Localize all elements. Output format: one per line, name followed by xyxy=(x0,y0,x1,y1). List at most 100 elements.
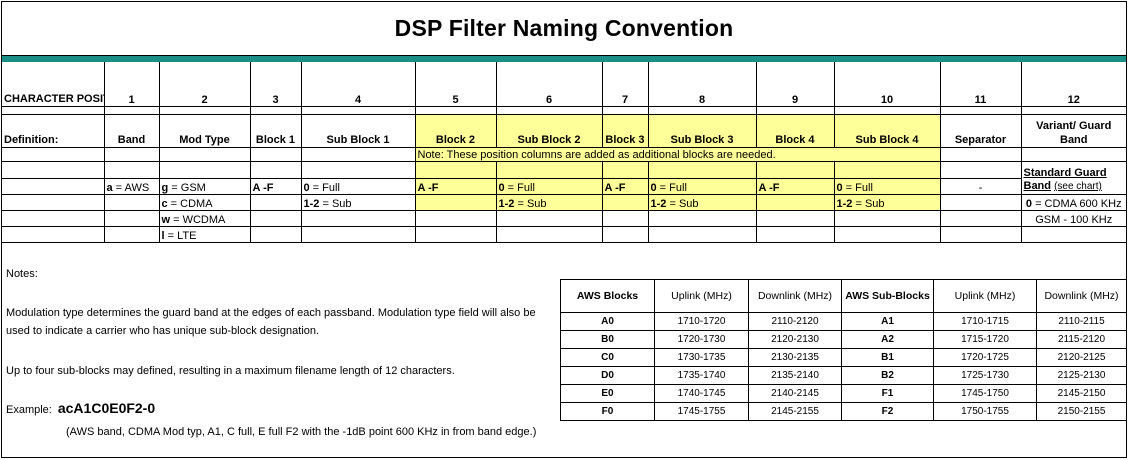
sub-block-1-sub: 1-2 = Sub xyxy=(300,194,416,211)
aws-block: A0 xyxy=(560,312,655,331)
values-row-1: a = AWS g = GSM A -F 0 = Full A -F 0 = F… xyxy=(2,178,1126,195)
aws-sub-uplink: 1710-1715 xyxy=(933,312,1037,331)
page-title: DSP Filter Naming Convention xyxy=(2,2,1126,56)
aws-header-sub-downlink: Downlink (MHz) xyxy=(1036,279,1126,313)
position-8: 8 xyxy=(647,62,757,107)
def-sub-block-1: Sub Block 1 xyxy=(300,114,416,148)
aws-sub-uplink: 1745-1750 xyxy=(933,384,1037,403)
guard-band-heading: Standard Guard Band (see chart) xyxy=(1020,161,1126,195)
block-2-value: A -F xyxy=(414,178,497,195)
see-chart-link[interactable]: (see chart) xyxy=(1054,181,1102,192)
sub-block-2-sub: 1-2 = Sub xyxy=(495,194,603,211)
aws-sub-block: B2 xyxy=(841,366,934,385)
notes-heading: Notes: xyxy=(6,268,38,280)
table-row: F0 1745-1755 2145-2155 F2 1750-1755 2150… xyxy=(560,402,1126,421)
aws-sub-downlink: 2125-2130 xyxy=(1036,366,1126,385)
def-block-1: Block 1 xyxy=(249,114,302,148)
aws-sub-block: A2 xyxy=(841,330,934,349)
def-block-4: Block 4 xyxy=(755,114,835,148)
table-row: D0 1735-1740 2135-2140 B2 1725-1730 2125… xyxy=(560,366,1126,385)
aws-block: C0 xyxy=(560,348,655,367)
aws-uplink: 1740-1745 xyxy=(654,384,749,403)
position-2: 2 xyxy=(158,62,251,107)
table-row: C0 1730-1735 2130-2135 B1 1720-1725 2120… xyxy=(560,348,1126,367)
definition-row: Definition: Band Mod Type Block 1 Sub Bl… xyxy=(2,114,1126,148)
aws-downlink: 2130-2135 xyxy=(748,348,842,367)
def-sub-block-4: Sub Block 4 xyxy=(833,114,941,148)
block-4-value: A -F xyxy=(755,178,835,195)
position-11: 11 xyxy=(939,62,1022,107)
def-mod-type: Mod Type xyxy=(158,114,251,148)
separator-value: - xyxy=(939,178,1021,195)
block-1-value: A -F xyxy=(249,178,302,195)
aws-header-sub-uplink: Uplink (MHz) xyxy=(933,279,1037,313)
aws-block: B0 xyxy=(560,330,655,349)
aws-sub-downlink: 2150-2155 xyxy=(1036,402,1126,421)
aws-header-uplink: Uplink (MHz) xyxy=(654,279,749,313)
mod-gsm: g = GSM xyxy=(158,178,251,195)
aws-sub-uplink: 1725-1730 xyxy=(933,366,1037,385)
table-row: A0 1710-1720 2110-2120 A1 1710-1715 2110… xyxy=(560,312,1126,331)
def-variant-guard-band: Variant/ Guard Band xyxy=(1020,114,1126,148)
aws-sub-downlink: 2145-2150 xyxy=(1036,384,1126,403)
position-10: 10 xyxy=(833,62,941,107)
position-6: 6 xyxy=(495,62,603,107)
aws-header-row: AWS Blocks Uplink (MHz) Downlink (MHz) A… xyxy=(560,279,1126,313)
sub-block-4-full: 0 = Full xyxy=(833,178,941,195)
gap-row: Standard Guard Band (see chart) xyxy=(2,161,1126,195)
def-block-3: Block 3 xyxy=(601,114,649,148)
position-label: CHARACTER POSITION: xyxy=(2,62,105,107)
sub-block-4-sub: 1-2 = Sub xyxy=(833,194,941,211)
notes-line-1: Modulation type determines the guard ban… xyxy=(6,307,536,319)
aws-uplink: 1720-1730 xyxy=(654,330,749,349)
position-1: 1 xyxy=(103,62,160,107)
example-label: Example: xyxy=(6,404,52,416)
position-4: 4 xyxy=(300,62,416,107)
spacer-row xyxy=(2,106,1126,115)
sub-block-3-full: 0 = Full xyxy=(647,178,757,195)
mod-lte: l = LTE xyxy=(158,226,251,243)
example-code: acA1C0E0F2-0 xyxy=(57,400,156,416)
position-12: 12 xyxy=(1020,62,1126,107)
def-separator: Separator xyxy=(939,114,1022,148)
aws-header-sub-blocks: AWS Sub-Blocks xyxy=(841,279,934,313)
example-description: (AWS band, CDMA Mod typ, A1, C full, E f… xyxy=(66,426,537,438)
standard-guard-band-title: Standard Guard Band xyxy=(1023,167,1107,192)
guard-gsm: GSM - 100 KHz xyxy=(1020,210,1126,227)
sub-block-2-full: 0 = Full xyxy=(495,178,603,195)
added-columns-note: Note: These position columns are added a… xyxy=(414,147,941,162)
aws-sub-uplink: 1720-1725 xyxy=(933,348,1037,367)
position-row: CHARACTER POSITION: 1 2 3 4 5 6 7 8 9 10… xyxy=(2,62,1126,107)
added-note-row: Note: These position columns are added a… xyxy=(2,147,1126,162)
aws-block: D0 xyxy=(560,366,655,385)
naming-table: CHARACTER POSITION: 1 2 3 4 5 6 7 8 9 10… xyxy=(2,62,1126,243)
aws-sub-downlink: 2110-2115 xyxy=(1036,312,1126,331)
aws-sub-block: B1 xyxy=(841,348,934,367)
aws-downlink: 2145-2155 xyxy=(748,402,842,421)
position-7: 7 xyxy=(601,62,649,107)
notes-line-3: Up to four sub-blocks may defined, resul… xyxy=(6,365,455,377)
aws-sub-downlink: 2120-2125 xyxy=(1036,348,1126,367)
aws-sub-block: F2 xyxy=(841,402,934,421)
aws-header-downlink: Downlink (MHz) xyxy=(748,279,842,313)
values-row-2: c = CDMA 1-2 = Sub 1-2 = Sub 1-2 = Sub 1… xyxy=(2,194,1126,211)
band-value: a = AWS xyxy=(103,178,160,195)
aws-blocks-table: AWS Blocks Uplink (MHz) Downlink (MHz) A… xyxy=(560,279,1126,421)
aws-header-blocks: AWS Blocks xyxy=(560,279,655,313)
table-row: E0 1740-1745 2140-2145 F1 1745-1750 2145… xyxy=(560,384,1126,403)
sub-block-3-sub: 1-2 = Sub xyxy=(647,194,757,211)
aws-sub-block: A1 xyxy=(841,312,934,331)
aws-sub-downlink: 2115-2120 xyxy=(1036,330,1126,349)
mod-wcdma: w = WCDMA xyxy=(158,210,251,227)
aws-block: F0 xyxy=(560,402,655,421)
aws-sub-uplink: 1750-1755 xyxy=(933,402,1037,421)
aws-uplink: 1745-1755 xyxy=(654,402,749,421)
aws-sub-uplink: 1715-1720 xyxy=(933,330,1037,349)
position-5: 5 xyxy=(414,62,497,107)
def-sub-block-3: Sub Block 3 xyxy=(647,114,757,148)
definition-label: Definition: xyxy=(2,114,105,148)
aws-uplink: 1735-1740 xyxy=(654,366,749,385)
aws-downlink: 2110-2120 xyxy=(748,312,842,331)
position-9: 9 xyxy=(755,62,835,107)
